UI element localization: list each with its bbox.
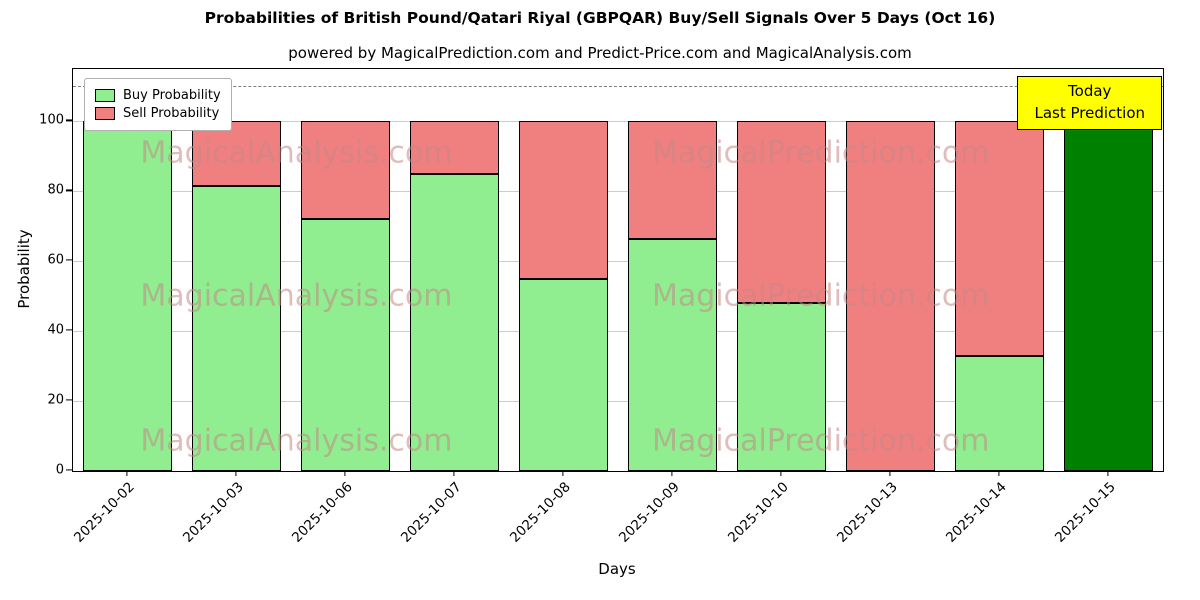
x-axis-label: Days bbox=[598, 560, 636, 578]
annotation-line-1: Today bbox=[1068, 82, 1112, 100]
bar-buy-2025-10-08 bbox=[518, 278, 609, 471]
bar-buy-2025-10-14 bbox=[954, 355, 1045, 471]
legend-label: Buy Probability bbox=[123, 88, 221, 103]
y-tick-mark bbox=[66, 399, 72, 401]
plot-area: MagicalAnalysis.com MagicalPrediction.com… bbox=[72, 68, 1164, 472]
x-tick-text: 2025-10-08 bbox=[507, 479, 574, 546]
y-tick-mark bbox=[66, 189, 72, 191]
y-tick-mark bbox=[66, 259, 72, 261]
x-tick-text: 2025-10-09 bbox=[616, 479, 683, 546]
bar-sell-2025-10-14 bbox=[954, 121, 1045, 356]
x-tick-mark bbox=[888, 470, 891, 476]
annotation-line-2: Last Prediction bbox=[1034, 103, 1145, 122]
watermark-text: MagicalAnalysis.com bbox=[140, 135, 453, 171]
gridline bbox=[73, 121, 1163, 123]
bar-buy-2025-10-10 bbox=[736, 303, 827, 471]
annotation-box: Today Last Prediction bbox=[1017, 76, 1162, 130]
x-tick-mark bbox=[997, 470, 1000, 476]
bar-sell-2025-10-03 bbox=[191, 121, 282, 187]
watermark-text: MagicalAnalysis.com bbox=[140, 278, 453, 314]
x-tick-text: 2025-10-14 bbox=[943, 479, 1010, 546]
y-tick-label: 0 bbox=[55, 462, 64, 478]
y-tick-mark bbox=[66, 329, 72, 331]
legend: Buy Probability Sell Probability bbox=[84, 78, 232, 131]
gridline bbox=[73, 261, 1163, 263]
gridline bbox=[73, 331, 1163, 333]
dashed-threshold-line bbox=[73, 86, 1163, 88]
x-tick-mark bbox=[452, 470, 455, 476]
bar-sell-2025-10-06 bbox=[300, 121, 391, 220]
bar-buy-2025-10-09 bbox=[627, 238, 718, 471]
bar-sell-2025-10-07 bbox=[409, 121, 500, 174]
y-tick-label: 80 bbox=[47, 182, 64, 198]
y-tick-label: 60 bbox=[47, 252, 64, 268]
bar-sell-2025-10-08 bbox=[518, 121, 609, 279]
y-tick-label: 100 bbox=[39, 112, 64, 128]
x-tick-text: 2025-10-07 bbox=[398, 479, 465, 546]
x-tick-mark bbox=[125, 470, 128, 476]
x-tick-mark bbox=[779, 470, 782, 476]
x-tick-text: 2025-10-03 bbox=[180, 479, 247, 546]
gridline bbox=[73, 401, 1163, 403]
x-tick-mark bbox=[1106, 470, 1109, 476]
x-tick-text: 2025-10-15 bbox=[1052, 479, 1119, 546]
legend-swatch bbox=[95, 89, 115, 102]
bar-buy-2025-10-03 bbox=[191, 186, 282, 471]
legend-swatch bbox=[95, 107, 115, 120]
y-axis-label: Probability bbox=[15, 229, 33, 309]
y-tick-mark bbox=[66, 469, 72, 471]
bar-sell-2025-10-13 bbox=[845, 121, 936, 471]
chart-title: Probabilities of British Pound/Qatari Ri… bbox=[204, 9, 996, 27]
bar-sell-2025-10-10 bbox=[736, 121, 827, 304]
x-tick-text: 2025-10-10 bbox=[725, 479, 792, 546]
x-tick-text: 2025-10-13 bbox=[834, 479, 901, 546]
y-tick-label: 40 bbox=[47, 322, 64, 338]
bar-buy-2025-10-06 bbox=[300, 219, 391, 471]
bar-buy-2025-10-07 bbox=[409, 173, 500, 471]
legend-label: Sell Probability bbox=[123, 106, 220, 121]
chart-subtitle: powered by MagicalPrediction.com and Pre… bbox=[288, 44, 912, 62]
y-tick-label: 20 bbox=[47, 392, 64, 408]
x-tick-mark bbox=[670, 470, 673, 476]
gridline bbox=[73, 191, 1163, 193]
x-tick-text: 2025-10-06 bbox=[289, 479, 356, 546]
legend-item: Sell Probability bbox=[95, 106, 221, 121]
bar-buy-2025-10-02 bbox=[82, 121, 173, 471]
watermark-text: MagicalPrediction.com bbox=[651, 278, 990, 314]
bar-today-2025-10-15 bbox=[1063, 121, 1154, 471]
x-tick-mark bbox=[234, 470, 237, 476]
x-tick-mark bbox=[343, 470, 346, 476]
bar-sell-2025-10-09 bbox=[627, 121, 718, 239]
x-tick-mark bbox=[561, 470, 564, 476]
watermark-text: MagicalAnalysis.com bbox=[140, 423, 453, 459]
legend-item: Buy Probability bbox=[95, 88, 221, 103]
x-tick-text: 2025-10-02 bbox=[71, 479, 138, 546]
watermark-text: MagicalPrediction.com bbox=[651, 423, 990, 459]
y-tick-mark bbox=[66, 119, 72, 122]
watermark-text: MagicalPrediction.com bbox=[651, 135, 990, 171]
